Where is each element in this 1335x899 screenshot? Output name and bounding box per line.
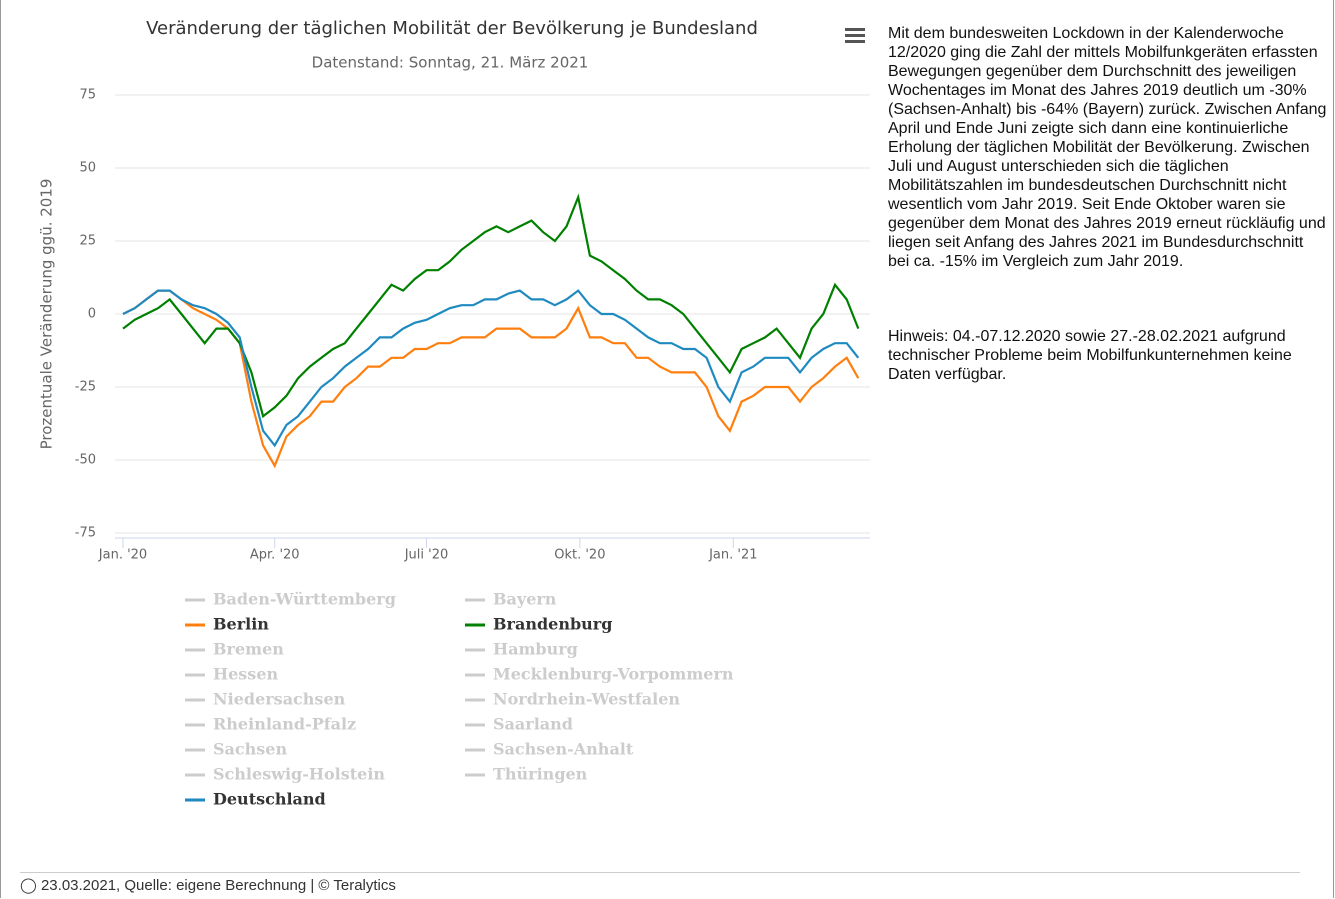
legend-label[interactable]: Brandenburg — [493, 615, 612, 634]
y-tick-label: 50 — [79, 161, 96, 176]
legend-label[interactable]: Thüringen — [493, 765, 588, 784]
legend-label[interactable]: Niedersachsen — [213, 690, 346, 709]
legend-label[interactable]: Baden-Württemberg — [213, 590, 396, 609]
y-tick-label: 0 — [88, 307, 96, 322]
legend-label[interactable]: Bremen — [213, 640, 284, 659]
x-tick-label: Okt. '20 — [554, 548, 605, 563]
legend-label[interactable]: Schleswig-Holstein — [213, 765, 385, 784]
menu-icon[interactable] — [845, 28, 865, 43]
chart: Veränderung der täglichen Mobilität der … — [38, 18, 870, 809]
legend-label[interactable]: Sachsen — [213, 740, 287, 759]
x-tick-label: Apr. '20 — [250, 548, 300, 563]
divider — [20, 872, 1300, 873]
chart-title: Veränderung der täglichen Mobilität der … — [146, 18, 758, 39]
menu-bar — [845, 34, 865, 37]
footer-text: 23.03.2021, Quelle: eigene Berechnung | … — [40, 877, 396, 894]
y-axis-label: Prozentuale Veränderung ggü. 2019 — [38, 179, 56, 450]
chart-subtitle: Datenstand: Sonntag, 21. März 2021 — [312, 54, 589, 72]
legend-label[interactable]: Hamburg — [493, 640, 578, 659]
y-tick-label: 25 — [79, 234, 96, 249]
legend-label[interactable]: Rheinland-Pfalz — [213, 715, 356, 734]
footer: ◯︎ 23.03.2021, Quelle: eigene Berechnung… — [20, 877, 396, 894]
x-tick-label: Juli '20 — [404, 548, 449, 563]
legend-label[interactable]: Berlin — [213, 615, 269, 634]
y-tick-label: 75 — [79, 88, 96, 103]
y-tick-label: -25 — [75, 380, 96, 395]
menu-bar — [845, 28, 865, 31]
series-line — [122, 289, 860, 448]
series-line — [122, 193, 860, 419]
legend-label[interactable]: Bayern — [493, 590, 557, 609]
legend-label[interactable]: Nordrhein-Westfalen — [493, 690, 680, 709]
series-line — [122, 289, 860, 469]
legend-label[interactable]: Hessen — [213, 665, 278, 684]
y-tick-label: -75 — [75, 526, 96, 541]
x-tick-label: Jan. '20 — [98, 548, 147, 563]
legend-label[interactable]: Deutschland — [213, 790, 326, 809]
legend-label[interactable]: Sachsen-Anhalt — [493, 740, 634, 759]
paragraph: Mit dem bundesweiten Lockdown in der Kal… — [888, 25, 1327, 270]
y-tick-label: -50 — [75, 453, 96, 468]
side-text: Mit dem bundesweiten Lockdown in der Kal… — [888, 24, 1328, 440]
paragraph: Hinweis: 04.-07.12.2020 sowie 27.-28.02.… — [888, 328, 1292, 383]
menu-bar — [845, 40, 865, 43]
x-tick-label: Jan. '21 — [708, 548, 757, 563]
legend-label[interactable]: Mecklenburg-Vorpommern — [493, 665, 734, 684]
legend-label[interactable]: Saarland — [493, 715, 573, 734]
